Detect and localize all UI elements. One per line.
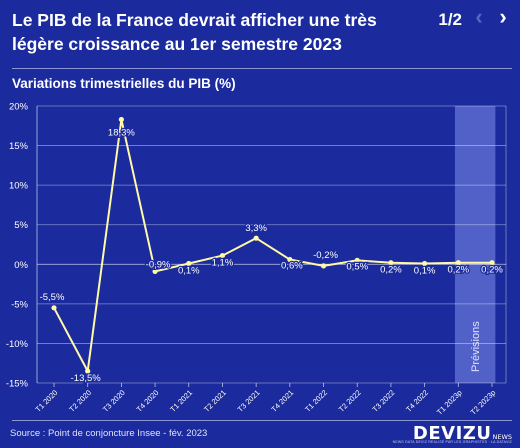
- x-tick-label: T1 2022: [303, 388, 329, 414]
- data-label: 18,3%: [108, 127, 135, 138]
- data-label: 0,6%: [281, 261, 303, 272]
- data-label: 0,1%: [178, 265, 200, 276]
- page-indicator: 1/2: [438, 10, 462, 29]
- brand-suffix: NEWS: [492, 433, 512, 441]
- data-point: [118, 116, 124, 123]
- x-tick-label: T4 2020: [135, 388, 161, 414]
- brand-name: DEVIZU: [412, 423, 492, 444]
- data-point: [51, 305, 57, 311]
- data-label: 0,5%: [346, 261, 368, 272]
- y-tick-label: -5%: [11, 299, 28, 310]
- data-label: 0,2%: [380, 265, 402, 276]
- data-label: 0,1%: [414, 265, 436, 276]
- data-point: [388, 260, 394, 266]
- data-label: -0,9%: [146, 259, 171, 270]
- chevron-left-icon[interactable]: ‹: [475, 4, 483, 29]
- footer-divider: [12, 420, 512, 421]
- brand-logo: DEVIZUNEWS: [413, 423, 512, 444]
- header-divider: [12, 68, 512, 69]
- data-label: -5,5%: [40, 292, 65, 303]
- x-tick-label: T1 2020: [34, 388, 60, 414]
- y-tick-label: 10%: [9, 181, 29, 192]
- x-tick-label: T2 2021: [202, 388, 228, 414]
- data-label: -0,2%: [313, 250, 338, 261]
- y-tick-label: -10%: [6, 339, 29, 350]
- data-point: [287, 256, 293, 263]
- data-label: -13,5%: [71, 373, 102, 384]
- data-point: [320, 263, 327, 269]
- data-point: [489, 260, 495, 266]
- series-line: [53, 118, 492, 373]
- y-tick-label: 5%: [14, 220, 28, 231]
- x-tick-label: T3 2022: [371, 388, 397, 414]
- data-point: [186, 260, 192, 267]
- forecast-label: Prévisions: [470, 321, 482, 372]
- x-tick-label: T3 2020: [101, 388, 127, 414]
- data-label: 0,2%: [447, 265, 469, 276]
- x-tick-label: T4 2021: [269, 388, 295, 414]
- forecast-band: [454, 106, 496, 383]
- data-label: 3,3%: [245, 223, 267, 234]
- data-point: [253, 235, 259, 241]
- chevron-right-icon[interactable]: ›: [499, 4, 507, 29]
- chart-subtitle: Variations trimestrielles du PIB (%): [12, 76, 236, 91]
- data-point: [354, 257, 360, 263]
- x-tick-label: T2 2023p: [469, 388, 498, 417]
- brand-tagline: NEWS DATA DEVIZ RÉALISÉ PAR LES GRAPHIST…: [392, 440, 512, 444]
- y-tick-label: 20%: [9, 102, 29, 113]
- data-point: [85, 368, 91, 374]
- data-point: [422, 260, 428, 267]
- y-tick-label: -15%: [6, 379, 29, 390]
- data-point: [152, 268, 158, 275]
- x-tick-label: T4 2022: [404, 388, 430, 414]
- x-tick-label: T2 2020: [67, 388, 93, 414]
- y-tick-label: 0%: [14, 260, 28, 271]
- data-point: [455, 260, 461, 266]
- x-tick-label: T1 2021: [168, 388, 194, 414]
- data-label: 1,1%: [212, 258, 234, 269]
- y-tick-label: 15%: [9, 141, 29, 152]
- data-label: 0,2%: [481, 265, 503, 276]
- data-point: [219, 252, 226, 259]
- x-tick-label: T2 2022: [337, 388, 363, 414]
- x-tick-label: T1 2023p: [435, 388, 464, 417]
- source-note: Source : Point de conjoncture Insee - fé…: [10, 428, 208, 439]
- chart-title: Le PIB de la France devrait afficher une…: [12, 10, 377, 54]
- gdp-line-chart: Prévisions 20% 15% 10% 5% 0% -5% -10% -15% -5,5% -…: [6, 102, 507, 417]
- x-tick-label: T3 2021: [236, 388, 262, 414]
